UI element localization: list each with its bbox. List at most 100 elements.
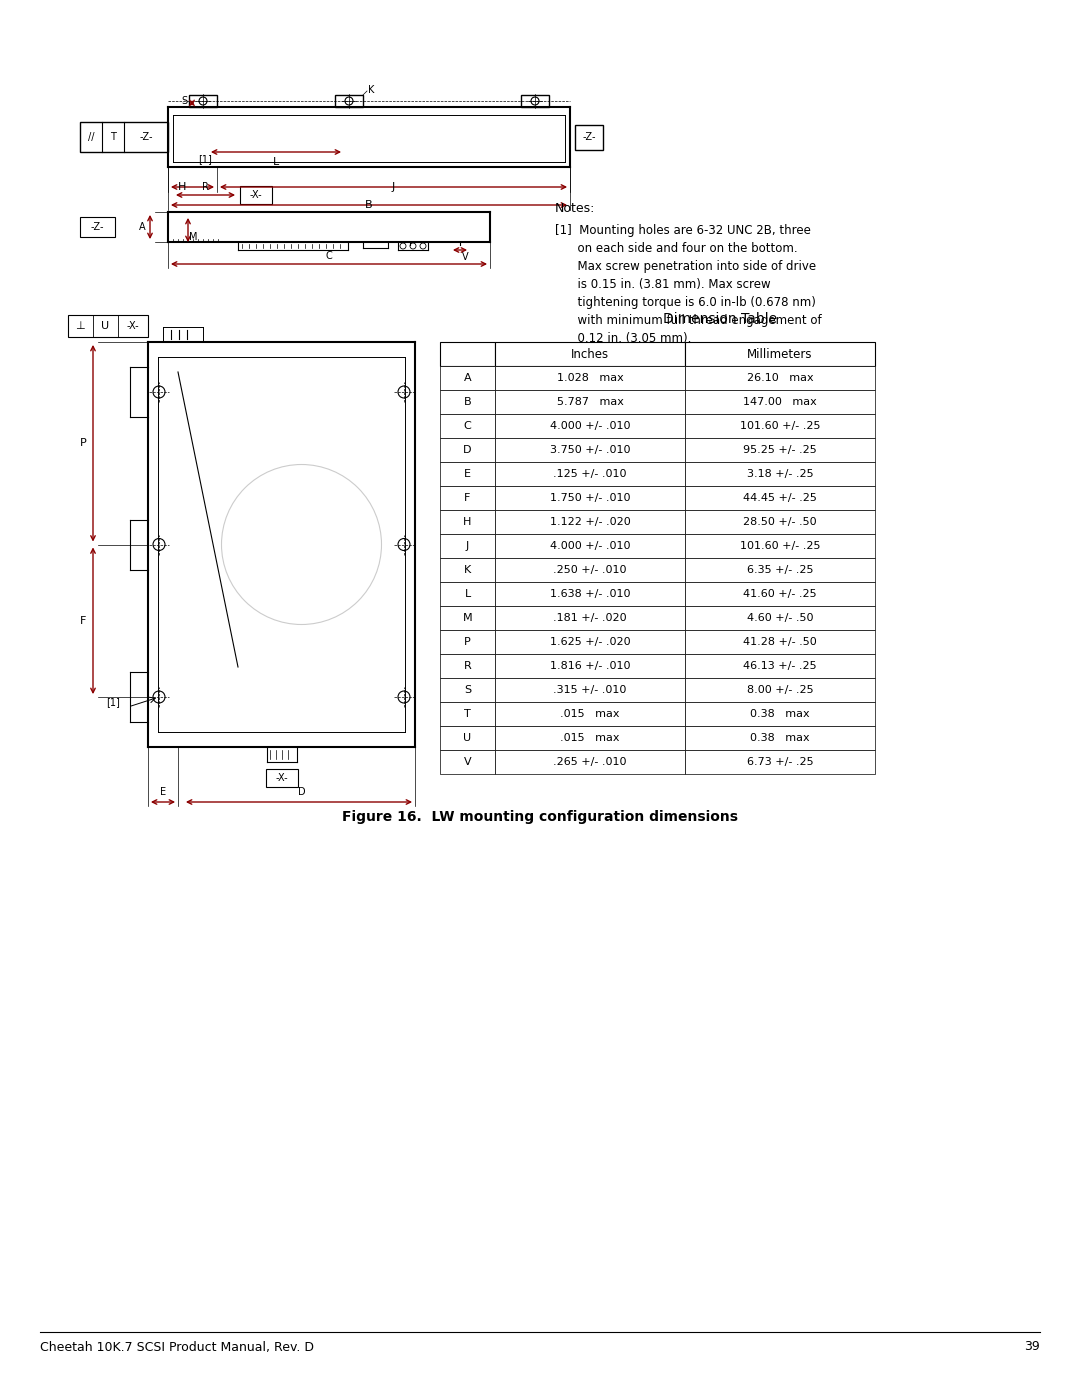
Text: L: L [464, 590, 471, 599]
Bar [685, 486, 875, 510]
Bar [240, 186, 272, 204]
Text: 1.625 +/- .020: 1.625 +/- .020 [550, 637, 631, 647]
Text: 3.750 +/- .010: 3.750 +/- .010 [550, 446, 631, 455]
Text: B: B [365, 200, 373, 210]
Bar [495, 557, 685, 583]
Bar [495, 462, 685, 486]
Text: K: K [464, 564, 471, 576]
Text: 4.60 +/- .50: 4.60 +/- .50 [746, 613, 813, 623]
Bar [495, 366, 685, 390]
Text: .250 +/- .010: .250 +/- .010 [553, 564, 626, 576]
Text: 41.60 +/- .25: 41.60 +/- .25 [743, 590, 816, 599]
Text: F: F [80, 616, 86, 626]
Bar [495, 534, 685, 557]
Text: 41.28 +/- .50: 41.28 +/- .50 [743, 637, 816, 647]
Text: Figure 16.  LW mounting configuration dimensions: Figure 16. LW mounting configuration dim… [342, 810, 738, 824]
Bar [685, 750, 875, 774]
Bar [685, 390, 875, 414]
Text: 44.45 +/- .25: 44.45 +/- .25 [743, 493, 816, 503]
Text: T: T [464, 710, 471, 719]
Bar [440, 583, 495, 606]
Bar [495, 342, 685, 366]
Bar [685, 414, 875, 439]
Bar [440, 439, 495, 462]
Text: V: V [463, 757, 471, 767]
Text: K: K [368, 85, 375, 95]
Text: A: A [463, 373, 471, 383]
Bar [68, 314, 148, 337]
Text: 26.10   max: 26.10 max [746, 373, 813, 383]
Bar [685, 630, 875, 654]
Bar [266, 768, 297, 787]
Text: Inches: Inches [571, 348, 609, 360]
Text: T: T [110, 131, 116, 142]
Text: .015   max: .015 max [561, 733, 620, 743]
Bar [685, 606, 875, 630]
Bar [685, 510, 875, 534]
Bar [685, 654, 875, 678]
Bar [685, 703, 875, 726]
Text: 8.00 +/- .25: 8.00 +/- .25 [746, 685, 813, 694]
Text: -X-: -X- [249, 190, 262, 200]
Bar [685, 366, 875, 390]
Text: 1.638 +/- .010: 1.638 +/- .010 [550, 590, 631, 599]
Bar [685, 678, 875, 703]
Text: D: D [298, 787, 306, 798]
Text: J: J [465, 541, 469, 550]
Bar [440, 703, 495, 726]
Text: 4.000 +/- .010: 4.000 +/- .010 [550, 541, 631, 550]
Text: H: H [463, 517, 472, 527]
Text: 28.50 +/- .50: 28.50 +/- .50 [743, 517, 816, 527]
Bar [495, 678, 685, 703]
Text: .315 +/- .010: .315 +/- .010 [553, 685, 626, 694]
Text: H: H [178, 182, 187, 191]
Text: F: F [464, 493, 471, 503]
Text: [1]: [1] [106, 697, 120, 707]
Text: U: U [463, 733, 472, 743]
Text: 101.60 +/- .25: 101.60 +/- .25 [740, 420, 820, 432]
Bar [440, 534, 495, 557]
Text: .265 +/- .010: .265 +/- .010 [553, 757, 626, 767]
Bar [685, 557, 875, 583]
Text: 0.38   max: 0.38 max [751, 710, 810, 719]
Text: 6.73 +/- .25: 6.73 +/- .25 [746, 757, 813, 767]
Text: M: M [462, 613, 472, 623]
Bar [440, 750, 495, 774]
Bar [335, 95, 363, 108]
Bar [495, 606, 685, 630]
Text: J: J [392, 182, 395, 191]
Bar [685, 342, 875, 366]
Text: Dimension Table: Dimension Table [663, 312, 778, 326]
Bar [685, 726, 875, 750]
Bar [521, 95, 549, 108]
Bar [440, 557, 495, 583]
Text: //: // [87, 131, 94, 142]
Text: -X-: -X- [275, 773, 287, 782]
Bar [440, 630, 495, 654]
Text: -X-: -X- [126, 321, 139, 331]
Bar [440, 342, 495, 366]
Bar [440, 654, 495, 678]
Text: -Z-: -Z- [582, 131, 596, 142]
Bar [80, 217, 114, 237]
Text: R: R [463, 661, 471, 671]
Text: [1]: [1] [198, 154, 212, 163]
Bar [495, 750, 685, 774]
Text: 101.60 +/- .25: 101.60 +/- .25 [740, 541, 820, 550]
Text: P: P [80, 439, 86, 448]
Text: 0.38   max: 0.38 max [751, 733, 810, 743]
Text: ⊥: ⊥ [76, 321, 85, 331]
Bar [440, 486, 495, 510]
Text: -Z-: -Z- [91, 222, 104, 232]
Text: R: R [202, 182, 208, 191]
Text: 39: 39 [1024, 1341, 1040, 1354]
Bar [685, 462, 875, 486]
Text: .015   max: .015 max [561, 710, 620, 719]
Bar [440, 390, 495, 414]
Bar [440, 606, 495, 630]
Text: C: C [463, 420, 471, 432]
Text: D: D [463, 446, 472, 455]
Bar [440, 726, 495, 750]
Bar [495, 703, 685, 726]
Bar [495, 486, 685, 510]
